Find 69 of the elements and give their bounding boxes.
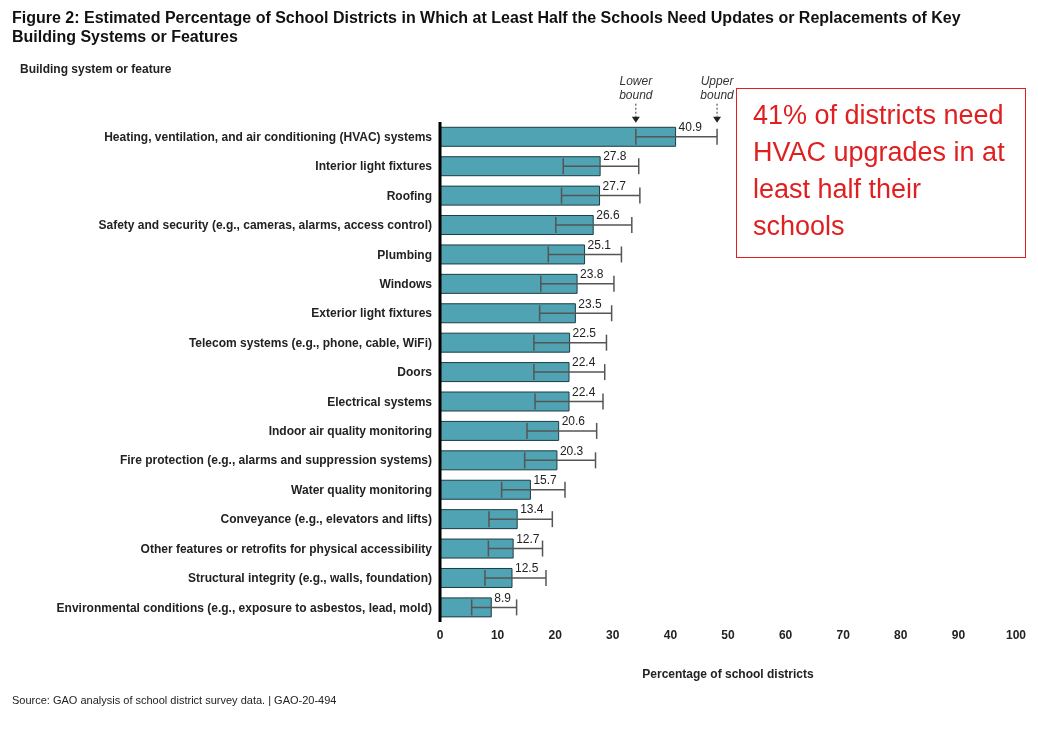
x-tick-label: 80 [894,627,908,642]
y-tick-label: Electrical systems [327,394,433,409]
bar [440,244,586,265]
y-tick-label: Safety and security (e.g., cameras, alarms, access control) [98,218,432,233]
y-tick-label: Roofing [386,188,432,203]
data-label: 20.3 [559,443,584,458]
x-tick-label: 100 [1005,627,1027,642]
x-tick-label: 70 [836,627,851,642]
bar [440,362,570,383]
chart-title: Figure 2: Estimated Percentage of School Districts in Which at Least Half the Schools Need Updates or Replacements of Key Building Systems or Features [11,8,962,47]
bar [440,391,570,412]
y-tick-label: Telecom systems (e.g., phone, cable, WiFi) [188,335,432,350]
data-label: 40.9 [678,120,703,135]
bar [440,273,578,294]
x-tick-label: 10 [490,627,505,642]
bar [440,567,513,588]
y-tick-label: Environmental conditions (e.g., exposure to asbestos, lead, mold) [56,600,432,615]
data-label: 8.9 [494,590,512,605]
bar [440,303,576,324]
y-tick-label: Water quality monitoring [291,482,432,497]
bar [440,479,531,500]
x-tick-label: 90 [951,627,966,642]
x-tick-label: 0 [436,627,444,642]
x-tick-label: 50 [721,627,735,642]
y-axis-title: Building system or feature [20,62,172,76]
y-tick-label: Fire protection (e.g., alarms and suppression systems) [119,453,432,468]
data-label: 23.5 [578,296,603,311]
bar [440,538,514,559]
bar [440,509,518,530]
x-tick-label: 60 [778,627,793,642]
x-axis-title: Percentage of school districts [642,667,815,681]
data-label: 23.8 [580,267,604,282]
y-tick-label: Indoor air quality monitoring [268,424,432,439]
data-label: 27.8 [603,149,627,164]
y-tick-label: Windows [379,277,433,292]
data-label: 22.5 [572,325,597,340]
y-tick-label: Structural integrity (e.g., walls, foundation) [187,571,432,586]
bar [440,420,560,441]
bar [440,156,601,177]
annotation: 41% of districts need HVAC upgrades in at least half their schools [736,88,1026,258]
bar [440,215,594,236]
data-label: 26.6 [596,208,620,223]
data-label: 27.7 [602,178,627,193]
data-label: 13.4 [520,502,544,517]
y-tick-label: Interior light fixtures [315,159,433,174]
annotation: Lower bound [619,73,654,102]
source-note: Source: GAO analysis of school district survey data. | GAO-20-494 [11,694,338,706]
y-tick-label: Plumbing [377,247,432,262]
data-label: 22.4 [572,384,596,399]
data-label: 20.6 [561,414,586,429]
y-tick-label: Exterior light fixtures [311,306,433,321]
bar [440,126,677,147]
bar [440,597,492,618]
x-tick-label: 30 [606,627,620,642]
bar [440,185,601,206]
data-label: 25.1 [587,237,612,252]
bar [440,332,571,353]
y-tick-label: Other features or retrofits for physical accessibility [140,541,433,556]
x-tick-label: 20 [548,627,563,642]
data-label: 12.5 [515,561,539,576]
data-label: 22.4 [572,355,596,370]
y-tick-label: Doors [397,365,433,380]
data-label: 15.7 [533,473,558,487]
y-tick-label: Conveyance (e.g., elevators and lifts) [220,512,432,527]
x-tick-label: 40 [663,627,678,642]
bar [440,450,558,471]
data-label: 12.7 [516,531,540,546]
y-tick-label: Heating, ventilation, and air conditioning (HVAC) systems [104,129,433,144]
annotation: Upper bound [700,73,735,102]
